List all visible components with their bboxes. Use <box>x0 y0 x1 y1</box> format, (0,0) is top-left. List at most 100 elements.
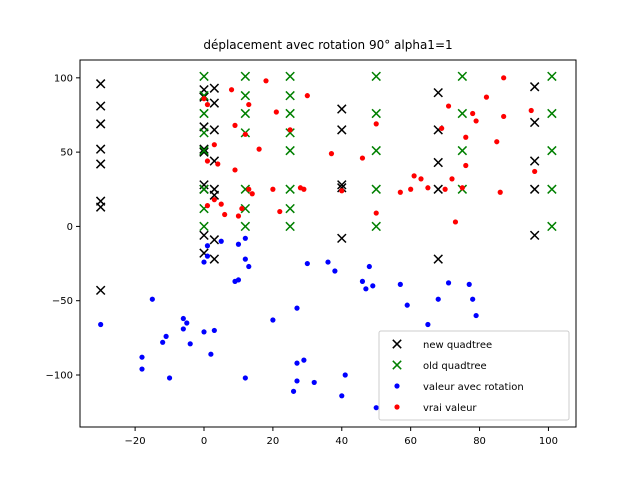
data-point <box>473 118 479 124</box>
data-point <box>418 176 424 182</box>
data-point <box>439 125 445 131</box>
data-point <box>466 281 472 287</box>
data-point <box>290 388 297 394</box>
y-tick-label: 100 <box>54 73 73 84</box>
legend-marker <box>394 404 400 410</box>
data-point <box>239 205 245 212</box>
x-tick-label: 80 <box>473 436 486 447</box>
data-point <box>449 176 455 182</box>
data-point <box>483 94 490 100</box>
data-point <box>359 155 366 161</box>
data-point <box>246 101 252 108</box>
data-point <box>370 283 376 289</box>
data-point <box>163 333 169 339</box>
data-point <box>204 243 211 249</box>
data-point <box>211 327 217 334</box>
data-point <box>294 305 300 311</box>
data-point <box>242 235 248 241</box>
data-point <box>301 357 307 363</box>
x-tick-label: 100 <box>539 436 558 447</box>
data-point <box>246 263 252 270</box>
data-point <box>242 256 248 262</box>
data-point <box>201 259 207 265</box>
data-point <box>204 101 211 108</box>
data-point <box>294 360 300 366</box>
data-point <box>235 277 242 283</box>
data-point <box>366 263 372 270</box>
x-tick-label: 0 <box>201 436 207 447</box>
legend-label: valeur avec rotation <box>423 382 524 393</box>
data-point <box>373 210 379 216</box>
legend: new quadtree old quadtree valeur avec rota… <box>378 330 570 421</box>
data-point <box>373 121 379 127</box>
data-point <box>304 93 310 99</box>
data-point <box>180 326 186 332</box>
data-point <box>204 203 211 209</box>
data-point <box>277 208 283 215</box>
data-point <box>201 96 207 102</box>
data-point <box>473 312 479 319</box>
data-point <box>249 191 255 197</box>
data-point <box>222 211 228 218</box>
data-point <box>270 186 276 192</box>
x-axis: −20 0 20 40 60 80 100 <box>125 427 558 447</box>
data-point <box>235 213 242 219</box>
data-point <box>397 281 403 287</box>
data-point <box>273 109 279 115</box>
data-point <box>201 329 207 335</box>
data-point <box>204 158 211 164</box>
data-point <box>408 186 414 192</box>
data-point <box>149 296 155 302</box>
data-point <box>532 168 538 175</box>
data-point <box>211 197 217 203</box>
data-point <box>463 134 469 140</box>
x-tick-label: 40 <box>335 436 348 447</box>
x-tick-label: −20 <box>125 436 146 447</box>
data-point <box>139 366 145 372</box>
data-point <box>187 341 193 347</box>
y-tick-label: −50 <box>52 296 73 307</box>
data-point <box>287 127 293 133</box>
data-point <box>501 75 507 81</box>
data-point <box>373 405 379 411</box>
data-point <box>139 354 145 360</box>
y-tick-label: 50 <box>60 148 73 159</box>
data-point <box>452 219 459 225</box>
data-point <box>425 321 431 328</box>
data-point <box>242 375 248 381</box>
data-point <box>208 351 214 357</box>
data-point <box>342 372 348 378</box>
data-point <box>218 201 224 207</box>
data-point <box>497 189 503 195</box>
data-point <box>218 238 224 244</box>
data-point <box>256 146 262 152</box>
data-point <box>470 110 476 117</box>
data-point <box>404 302 410 308</box>
data-point <box>180 315 186 322</box>
legend-label: old quadtree <box>423 361 487 372</box>
legend-label: vrai valeur <box>423 403 477 414</box>
data-point <box>160 339 166 345</box>
data-point <box>235 241 242 247</box>
y-tick-label: 0 <box>67 222 73 233</box>
y-tick-label: −100 <box>46 370 73 381</box>
chart-title: déplacement avec rotation 90° alpha1=1 <box>203 38 452 52</box>
data-point <box>501 113 507 120</box>
data-point <box>301 186 307 192</box>
data-point <box>211 142 217 148</box>
data-point <box>528 107 534 114</box>
data-point <box>184 320 190 326</box>
data-point <box>228 87 235 93</box>
data-point <box>246 186 252 192</box>
data-point <box>311 379 317 386</box>
data-point <box>359 278 366 284</box>
data-point <box>339 393 345 399</box>
data-point <box>232 167 238 173</box>
data-point <box>242 131 248 137</box>
data-point <box>397 189 403 195</box>
data-point <box>459 185 465 191</box>
data-point <box>470 296 476 302</box>
data-point <box>304 260 310 267</box>
data-point <box>445 280 452 286</box>
